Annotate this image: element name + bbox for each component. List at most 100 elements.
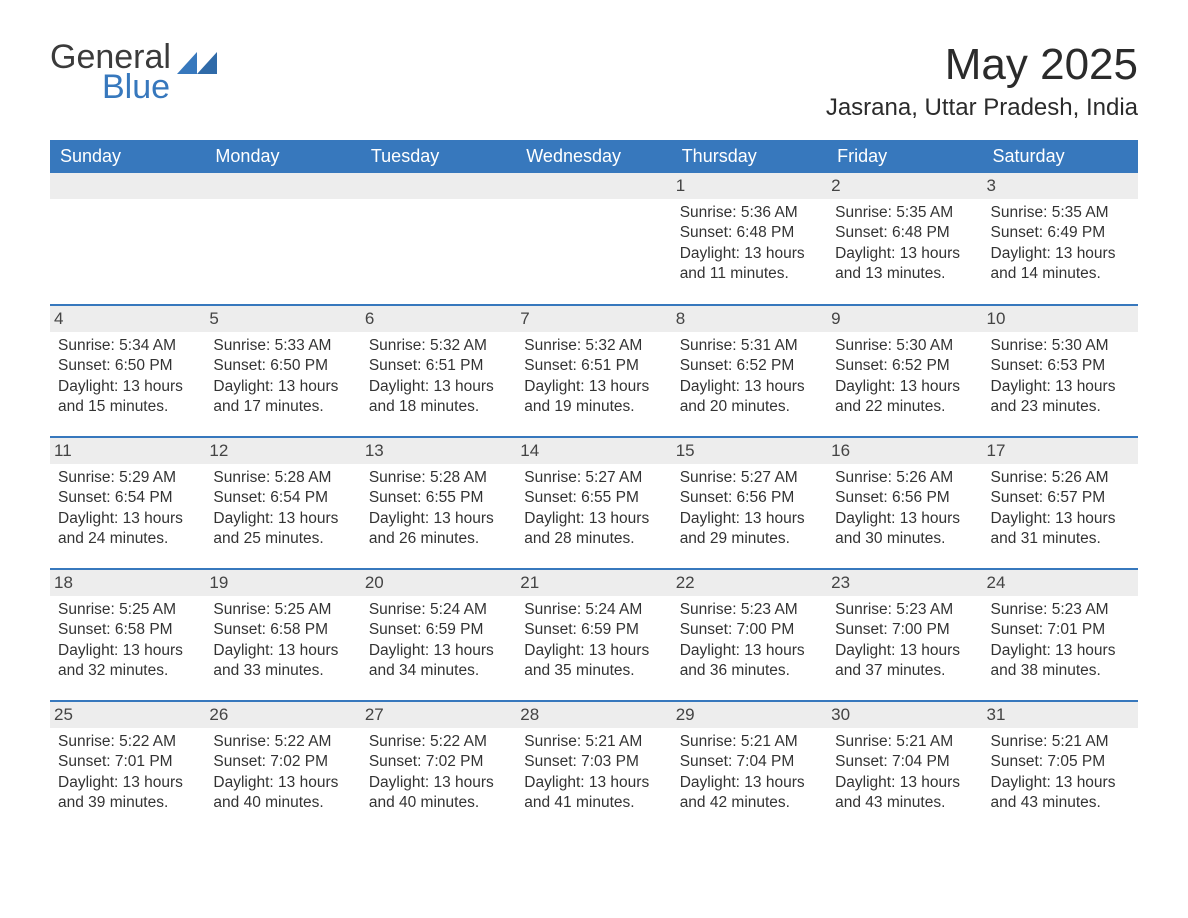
sunset-text: Sunset: 7:05 PM [991, 752, 1130, 772]
sunrise-text: Sunrise: 5:28 AM [213, 468, 352, 488]
day-number-bar [516, 173, 671, 199]
day-details: Sunrise: 5:27 AMSunset: 6:55 PMDaylight:… [524, 468, 663, 550]
weekday-header-row: SundayMondayTuesdayWednesdayThursdayFrid… [50, 140, 1138, 173]
calendar-day-cell: 2 Sunrise: 5:35 AMSunset: 6:48 PMDaylight… [827, 173, 982, 305]
day-details: Sunrise: 5:27 AMSunset: 6:56 PMDaylight:… [680, 468, 819, 550]
day-number: 29 [672, 702, 827, 728]
sunset-text: Sunset: 6:54 PM [213, 488, 352, 508]
sunrise-text: Sunrise: 5:35 AM [835, 203, 974, 223]
calendar-week-row: 1 Sunrise: 5:36 AMSunset: 6:48 PMDaylight… [50, 173, 1138, 305]
day-number: 14 [516, 438, 671, 464]
day-details: Sunrise: 5:35 AMSunset: 6:48 PMDaylight:… [835, 203, 974, 285]
day-number: 5 [205, 306, 360, 332]
day-details: Sunrise: 5:22 AMSunset: 7:02 PMDaylight:… [369, 732, 508, 814]
sunrise-text: Sunrise: 5:21 AM [680, 732, 819, 752]
day-details: Sunrise: 5:31 AMSunset: 6:52 PMDaylight:… [680, 336, 819, 418]
sunset-text: Sunset: 7:00 PM [680, 620, 819, 640]
sunrise-text: Sunrise: 5:23 AM [835, 600, 974, 620]
day-details: Sunrise: 5:36 AMSunset: 6:48 PMDaylight:… [680, 203, 819, 285]
sunset-text: Sunset: 6:51 PM [524, 356, 663, 376]
day-details: Sunrise: 5:24 AMSunset: 6:59 PMDaylight:… [524, 600, 663, 682]
daylight-text: Daylight: 13 hours and 17 minutes. [213, 377, 352, 418]
day-number: 15 [672, 438, 827, 464]
daylight-text: Daylight: 13 hours and 33 minutes. [213, 641, 352, 682]
sunrise-text: Sunrise: 5:27 AM [524, 468, 663, 488]
daylight-text: Daylight: 13 hours and 24 minutes. [58, 509, 197, 550]
calendar-day-cell: 23Sunrise: 5:23 AMSunset: 7:00 PMDayligh… [827, 569, 982, 701]
day-details: Sunrise: 5:25 AMSunset: 6:58 PMDaylight:… [58, 600, 197, 682]
day-number-bar [361, 173, 516, 199]
sunset-text: Sunset: 7:04 PM [680, 752, 819, 772]
calendar-day-cell: 20 Sunrise: 5:24 AMSunset: 6:59 PMDayligh… [361, 569, 516, 701]
day-details: Sunrise: 5:26 AMSunset: 6:56 PMDaylight:… [835, 468, 974, 550]
calendar-day-cell: 31Sunrise: 5:21 AMSunset: 7:05 PMDayligh… [983, 701, 1138, 833]
day-details: Sunrise: 5:35 AMSunset: 6:49 PMDaylight:… [991, 203, 1130, 285]
day-number: 1 [672, 173, 827, 199]
calendar-day-cell: 9Sunrise: 5:30 AMSunset: 6:52 PMDaylight… [827, 305, 982, 437]
day-details: Sunrise: 5:28 AMSunset: 6:54 PMDaylight:… [213, 468, 352, 550]
calendar-day-cell: 30Sunrise: 5:21 AMSunset: 7:04 PMDayligh… [827, 701, 982, 833]
sunrise-text: Sunrise: 5:22 AM [213, 732, 352, 752]
sunset-text: Sunset: 7:04 PM [835, 752, 974, 772]
sunrise-text: Sunrise: 5:34 AM [58, 336, 197, 356]
daylight-text: Daylight: 13 hours and 37 minutes. [835, 641, 974, 682]
day-number-bar [50, 173, 205, 199]
title-month-year: May 2025 [826, 40, 1138, 90]
daylight-text: Daylight: 13 hours and 36 minutes. [680, 641, 819, 682]
sunset-text: Sunset: 6:55 PM [524, 488, 663, 508]
calendar-day-cell: 17Sunrise: 5:26 AMSunset: 6:57 PMDayligh… [983, 437, 1138, 569]
calendar-week-row: 11Sunrise: 5:29 AMSunset: 6:54 PMDayligh… [50, 437, 1138, 569]
sunrise-text: Sunrise: 5:29 AM [58, 468, 197, 488]
day-details: Sunrise: 5:23 AMSunset: 7:00 PMDaylight:… [835, 600, 974, 682]
day-number: 13 [361, 438, 516, 464]
daylight-text: Daylight: 13 hours and 42 minutes. [680, 773, 819, 814]
weekday-header: Thursday [672, 140, 827, 173]
calendar-day-cell: 21 Sunrise: 5:24 AMSunset: 6:59 PMDayligh… [516, 569, 671, 701]
day-details: Sunrise: 5:21 AMSunset: 7:04 PMDaylight:… [680, 732, 819, 814]
daylight-text: Daylight: 13 hours and 29 minutes. [680, 509, 819, 550]
day-details: Sunrise: 5:23 AMSunset: 7:00 PMDaylight:… [680, 600, 819, 682]
daylight-text: Daylight: 13 hours and 32 minutes. [58, 641, 197, 682]
title-location: Jasrana, Uttar Pradesh, India [826, 94, 1138, 122]
sunrise-text: Sunrise: 5:21 AM [835, 732, 974, 752]
day-number: 20 [361, 570, 516, 596]
day-number: 16 [827, 438, 982, 464]
day-number: 8 [672, 306, 827, 332]
sunrise-text: Sunrise: 5:25 AM [58, 600, 197, 620]
calendar-day-cell: 14 Sunrise: 5:27 AMSunset: 6:55 PMDayligh… [516, 437, 671, 569]
page-header: General Blue May 2025 Jasrana, Uttar Pra… [50, 40, 1138, 122]
sunset-text: Sunset: 7:02 PM [369, 752, 508, 772]
calendar-week-row: 18Sunrise: 5:25 AMSunset: 6:58 PMDayligh… [50, 569, 1138, 701]
sunset-text: Sunset: 6:54 PM [58, 488, 197, 508]
sunrise-text: Sunrise: 5:26 AM [835, 468, 974, 488]
sunrise-text: Sunrise: 5:32 AM [524, 336, 663, 356]
calendar-week-row: 25Sunrise: 5:22 AMSunset: 7:01 PMDayligh… [50, 701, 1138, 833]
daylight-text: Daylight: 13 hours and 19 minutes. [524, 377, 663, 418]
day-number: 19 [205, 570, 360, 596]
sunrise-text: Sunrise: 5:30 AM [835, 336, 974, 356]
sunset-text: Sunset: 6:59 PM [369, 620, 508, 640]
day-number: 21 [516, 570, 671, 596]
daylight-text: Daylight: 13 hours and 39 minutes. [58, 773, 197, 814]
calendar-day-cell: 28Sunrise: 5:21 AMSunset: 7:03 PMDayligh… [516, 701, 671, 833]
daylight-text: Daylight: 13 hours and 26 minutes. [369, 509, 508, 550]
day-details: Sunrise: 5:21 AMSunset: 7:04 PMDaylight:… [835, 732, 974, 814]
day-number: 2 [827, 173, 982, 199]
sunrise-text: Sunrise: 5:26 AM [991, 468, 1130, 488]
daylight-text: Daylight: 13 hours and 23 minutes. [991, 377, 1130, 418]
sunrise-text: Sunrise: 5:21 AM [991, 732, 1130, 752]
daylight-text: Daylight: 13 hours and 15 minutes. [58, 377, 197, 418]
day-details: Sunrise: 5:24 AMSunset: 6:59 PMDaylight:… [369, 600, 508, 682]
day-details: Sunrise: 5:22 AMSunset: 7:02 PMDaylight:… [213, 732, 352, 814]
calendar-day-cell: 29 Sunrise: 5:21 AMSunset: 7:04 PMDayligh… [672, 701, 827, 833]
day-number: 27 [361, 702, 516, 728]
day-number: 25 [50, 702, 205, 728]
calendar-day-cell: 18Sunrise: 5:25 AMSunset: 6:58 PMDayligh… [50, 569, 205, 701]
sunrise-text: Sunrise: 5:25 AM [213, 600, 352, 620]
brand-line2: Blue [102, 70, 171, 106]
calendar-day-cell: 24Sunrise: 5:23 AMSunset: 7:01 PMDayligh… [983, 569, 1138, 701]
sunrise-text: Sunrise: 5:22 AM [369, 732, 508, 752]
day-number: 28 [516, 702, 671, 728]
calendar-day-cell: 27 Sunrise: 5:22 AMSunset: 7:02 PMDayligh… [361, 701, 516, 833]
calendar-day-cell: 10Sunrise: 5:30 AMSunset: 6:53 PMDayligh… [983, 305, 1138, 437]
